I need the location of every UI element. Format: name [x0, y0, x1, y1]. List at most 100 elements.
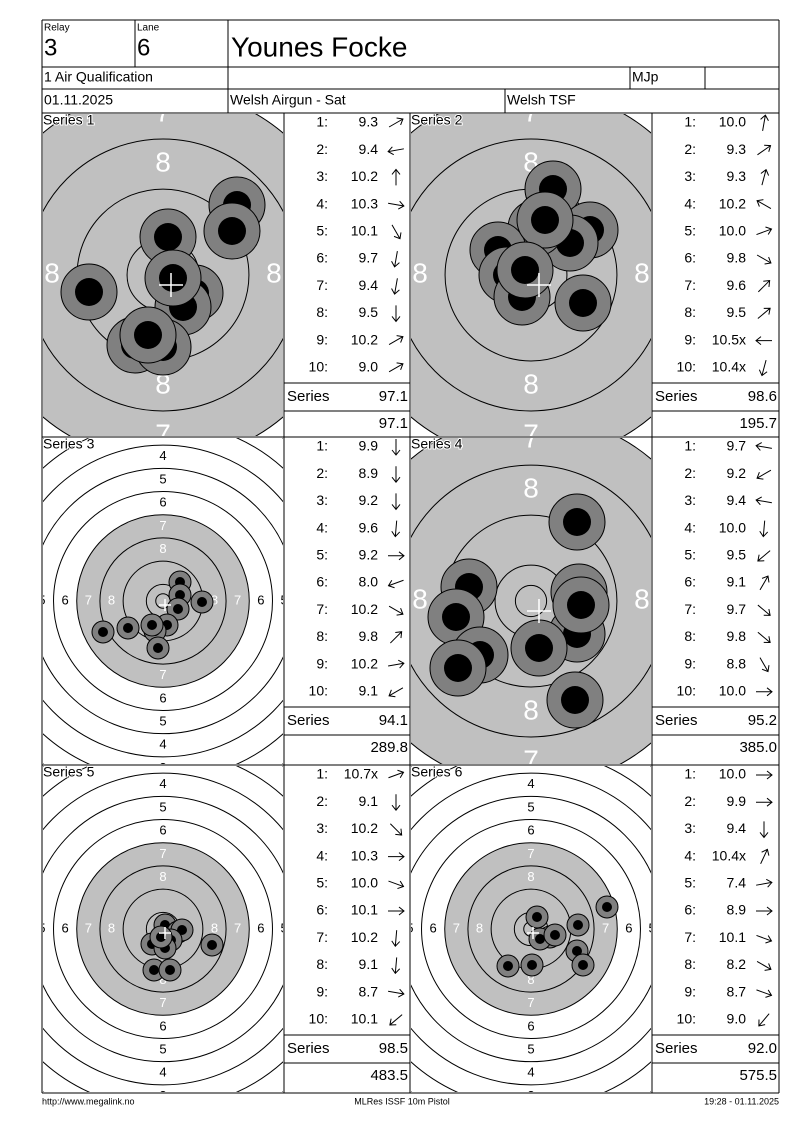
shot-number: 8: — [316, 304, 328, 320]
ring-number: 7 — [159, 995, 166, 1010]
shot-value: 9.5 — [727, 304, 747, 320]
direction-arrow — [387, 146, 404, 156]
shot-number: 2: — [684, 465, 696, 481]
shot-value: 8.8 — [727, 655, 747, 671]
ring-number: 5 — [38, 920, 45, 935]
shot-number: 3: — [316, 820, 328, 836]
shot-number: 4: — [316, 847, 328, 863]
ring-number: 5 — [527, 1042, 534, 1057]
shot-number: 3: — [316, 492, 328, 508]
ring-number: 4 — [159, 1065, 166, 1080]
ring-number: 8 — [155, 146, 171, 177]
shot-core — [156, 932, 166, 942]
direction-arrow — [388, 200, 405, 210]
shot-core — [503, 961, 513, 971]
direction-arrow — [388, 117, 404, 128]
shot-value: 8.9 — [727, 902, 747, 918]
direction-arrow — [388, 551, 405, 561]
shot-number: 5: — [684, 547, 696, 563]
ring — [53, 491, 273, 711]
series-total: 97.1 — [379, 388, 408, 405]
shot-value: 9.8 — [727, 628, 747, 644]
shot-core — [511, 256, 539, 284]
ring-number: 7 — [159, 667, 166, 682]
direction-arrow — [758, 1013, 770, 1027]
direction-arrow — [389, 1014, 403, 1026]
ring-number: 5 — [648, 920, 655, 935]
cumulative-total: 483.5 — [370, 1067, 408, 1084]
ring-number: 7 — [155, 418, 171, 449]
direction-arrow — [757, 631, 771, 644]
shot-value: 9.4 — [727, 492, 747, 508]
shot-number: 7: — [684, 929, 696, 945]
ring-number: 8 — [523, 694, 539, 725]
shot-core — [525, 634, 553, 662]
ring-number: 7 — [523, 422, 539, 453]
shot-value: 9.8 — [727, 250, 747, 266]
ring-number: 8 — [211, 920, 218, 935]
shot-value: 9.7 — [727, 601, 747, 617]
direction-arrow — [760, 848, 770, 865]
shot-core — [532, 912, 542, 922]
series-label: Series 1 — [43, 112, 95, 128]
shot-number: 6: — [684, 250, 696, 266]
ring-number: 3 — [159, 425, 166, 440]
shot-number: 2: — [684, 793, 696, 809]
ring-number: 6 — [62, 592, 69, 607]
shot-value: 10.4x — [712, 847, 746, 863]
shot-number: 9: — [684, 331, 696, 347]
ring — [411, 772, 651, 1086]
shot-value: 8.7 — [727, 983, 747, 999]
shot-number: 3: — [684, 492, 696, 508]
shot-number: 1: — [684, 438, 696, 454]
ring-number: 8 — [266, 257, 282, 288]
shot-number: 1: — [316, 114, 328, 130]
group-centre — [527, 599, 551, 623]
shot-value: 9.3 — [727, 141, 747, 157]
shot-core — [207, 940, 217, 950]
shot-value: 10.2 — [351, 820, 378, 836]
shot-core — [173, 604, 183, 614]
series-total: 94.1 — [379, 712, 408, 729]
shot-value: 10.2 — [351, 168, 378, 184]
footer-url: http://www.megalink.no — [42, 1096, 135, 1106]
shot-number: 7: — [316, 277, 328, 293]
shot-core — [444, 654, 472, 682]
shot-core — [442, 603, 470, 631]
shot-number: 9: — [684, 983, 696, 999]
cumulative-total: 195.7 — [739, 415, 777, 432]
ring-number: 6 — [159, 690, 166, 705]
direction-arrow — [759, 575, 770, 591]
shot-core — [98, 627, 108, 637]
ring-number: 8 — [523, 472, 539, 503]
relay-label: Relay — [44, 23, 70, 34]
shot-value: 9.2 — [727, 465, 747, 481]
shot-core — [550, 930, 560, 940]
shot-value: 10.1 — [719, 929, 746, 945]
aiming-black — [411, 438, 651, 764]
direction-arrow — [756, 906, 773, 916]
direction-arrow — [391, 224, 402, 240]
footer-timestamp: 19:28 - 01.11.2025 — [704, 1096, 779, 1106]
ring-number: 8 — [527, 972, 534, 987]
ring-number: 7 — [453, 920, 460, 935]
shot-number: 5: — [316, 547, 328, 563]
direction-arrow — [760, 114, 769, 131]
direction-arrow — [391, 957, 401, 975]
shot-value: 9.1 — [727, 574, 747, 590]
ring-number: 6 — [159, 1018, 166, 1033]
shot-value: 10.2 — [719, 195, 746, 211]
ring — [411, 138, 651, 412]
ring — [43, 772, 283, 1086]
shot-core — [578, 960, 588, 970]
ring-number: 7 — [523, 418, 539, 449]
direction-arrow — [755, 442, 772, 451]
shot-value: 8.9 — [359, 465, 379, 481]
direction-arrow — [391, 439, 401, 456]
ring-number: 5 — [784, 583, 800, 614]
event-name: 1 Air Qualification — [44, 69, 153, 85]
shot-value: 9.3 — [359, 114, 379, 130]
group-centre — [159, 273, 183, 297]
direction-arrow — [391, 168, 401, 186]
series-total: 98.5 — [379, 1040, 408, 1057]
